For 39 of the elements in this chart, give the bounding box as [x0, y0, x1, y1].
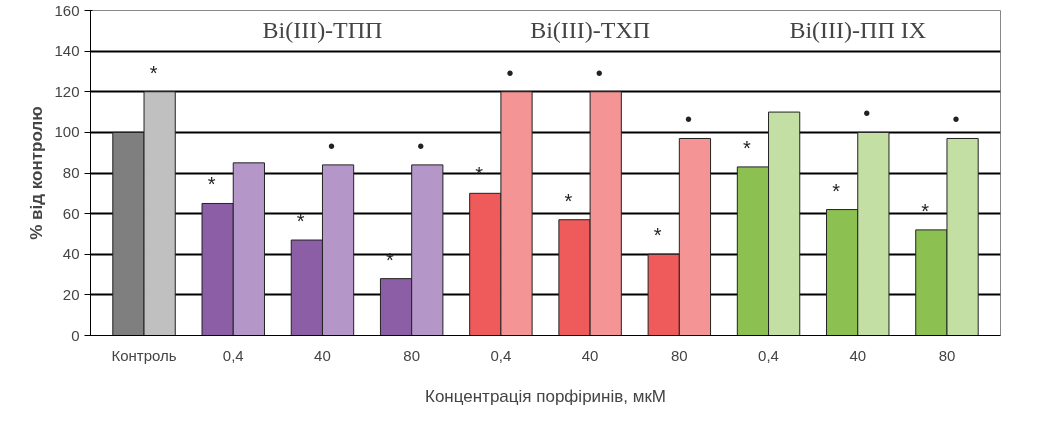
- annotation: Bi(III)-ТПП: [262, 16, 383, 43]
- y-tick-label: 20: [62, 285, 80, 303]
- data-label: *: [149, 61, 158, 84]
- data-label: •: [417, 134, 425, 157]
- y-tick-label: 140: [54, 42, 80, 60]
- annotation: Bi(III)-ПП IX: [789, 16, 927, 43]
- data-label: *: [564, 189, 573, 212]
- x-axis-title: Концентрація порфіринів, мкМ: [424, 386, 667, 406]
- x-tick-label: 80: [938, 346, 956, 364]
- x-tick-label: 0,4: [222, 346, 244, 364]
- y-axis-title: % від контролю: [27, 106, 47, 240]
- x-tick-label: 0,4: [758, 346, 779, 364]
- data-label: *: [653, 224, 662, 247]
- data-label: •: [506, 61, 514, 84]
- data-label: *: [921, 199, 930, 222]
- x-tick-label: 40: [314, 346, 331, 364]
- x-tick-label: 0,4: [490, 346, 512, 364]
- data-label: *: [742, 136, 751, 159]
- data-label: •: [952, 108, 960, 131]
- data-label: •: [684, 108, 692, 131]
- y-tick-label: 160: [54, 1, 80, 19]
- data-label: *: [832, 179, 841, 202]
- y-tick-label: 40: [62, 245, 80, 263]
- y-tick-label: 100: [54, 123, 80, 141]
- y-tick-label: 0: [71, 326, 80, 344]
- x-tick-label: 80: [670, 346, 688, 364]
- data-label: *: [207, 173, 216, 196]
- data-label: *: [296, 210, 305, 233]
- x-tick-label: 40: [849, 346, 867, 364]
- x-tick-label: Контроль: [111, 346, 177, 364]
- data-label: •: [595, 61, 603, 84]
- y-tick-label: 60: [62, 204, 80, 222]
- data-label: •: [863, 102, 871, 125]
- x-tick-label: 80: [403, 346, 421, 364]
- y-tick-label: 120: [54, 82, 80, 100]
- y-tick-label: 80: [62, 164, 80, 181]
- annotation: Bi(III)-ТХП: [530, 16, 651, 43]
- data-label: •: [328, 134, 336, 157]
- x-tick-label: 40: [581, 346, 599, 364]
